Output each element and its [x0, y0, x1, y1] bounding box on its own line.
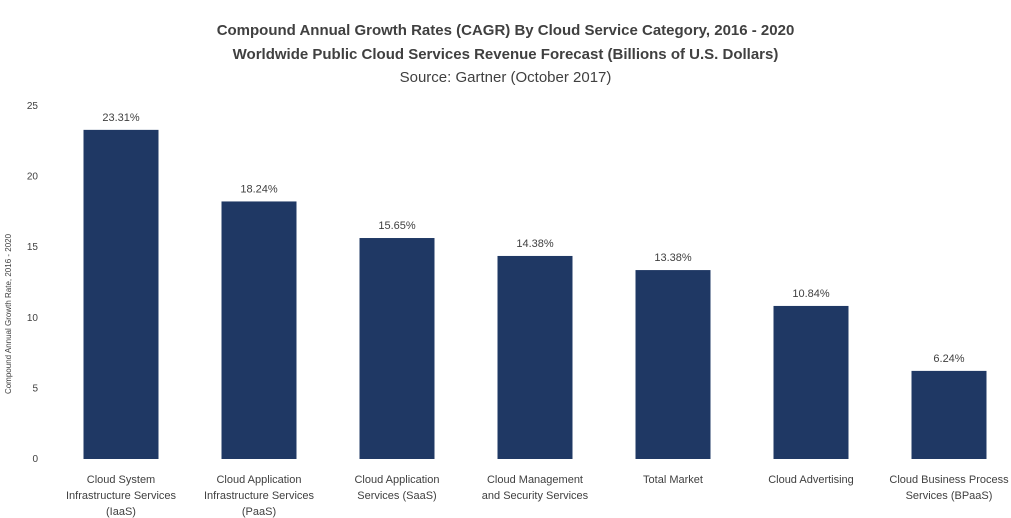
data-label: 13.38%	[654, 252, 692, 264]
bar	[911, 370, 987, 459]
bar	[359, 238, 435, 459]
y-tick-label: 10	[27, 313, 39, 324]
data-label: 15.65%	[378, 220, 416, 232]
chart-subtitle: Worldwide Public Cloud Services Revenue …	[232, 46, 779, 63]
data-label: 6.24%	[933, 353, 964, 365]
category-label: Total Market	[643, 474, 703, 486]
data-label: 10.84%	[792, 288, 830, 300]
bar	[221, 201, 297, 459]
y-tick-label: 15	[27, 242, 39, 253]
category-label: Cloud Management and Security Services	[482, 474, 589, 502]
category-label: Cloud Advertising	[768, 474, 854, 486]
data-label: 23.31%	[102, 112, 140, 124]
category-label: Cloud Application Infrastructure Services…	[204, 474, 315, 518]
bar	[635, 270, 711, 459]
chart-source: Source: Gartner (October 2017)	[399, 69, 612, 86]
bar	[773, 305, 849, 459]
y-tick-label: 20	[27, 172, 39, 183]
bar	[497, 255, 573, 459]
y-tick-label: 0	[32, 454, 38, 465]
y-tick-label: 5	[32, 383, 38, 394]
category-label: Cloud Application Services (SaaS)	[354, 474, 439, 502]
chart-title: Compound Annual Growth Rates (CAGR) By C…	[216, 22, 795, 39]
category-label: Cloud Business Process Services (BPaaS)	[889, 474, 1009, 502]
data-label: 14.38%	[516, 238, 554, 250]
data-label: 18.24%	[240, 183, 278, 195]
y-tick-label: 25	[27, 101, 39, 112]
category-label: Cloud System Infrastructure Services (IaaS…	[66, 474, 177, 518]
y-axis-label: Compound Annual Growth Rate, 2016 - 2020	[4, 233, 13, 394]
bar	[83, 129, 159, 459]
